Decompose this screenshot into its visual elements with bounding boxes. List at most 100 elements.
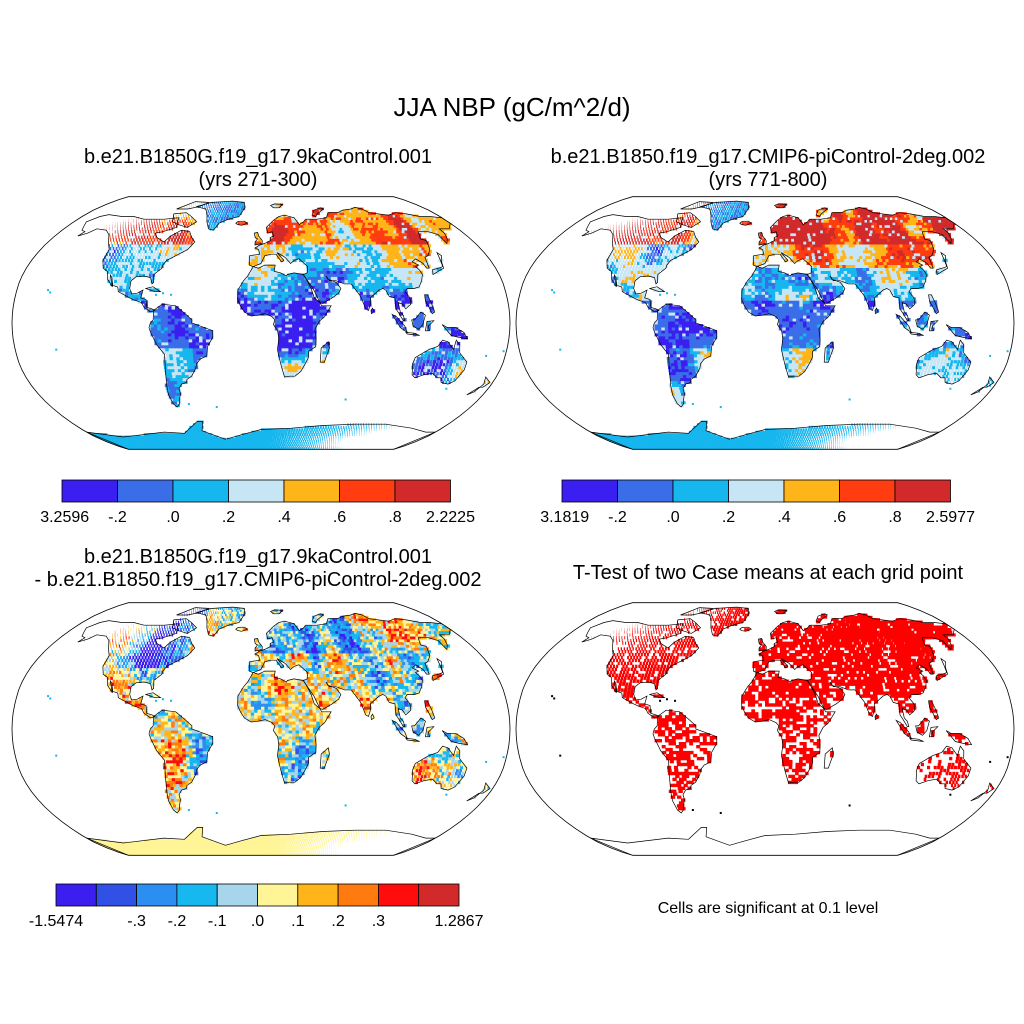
grid-cell bbox=[184, 365, 189, 370]
grid-cell bbox=[108, 258, 111, 263]
grid-cell bbox=[436, 267, 442, 271]
grid-cell bbox=[245, 437, 249, 441]
grid-cell bbox=[225, 443, 230, 447]
grid-cell bbox=[248, 261, 252, 265]
grid-cell bbox=[281, 327, 286, 331]
grid-cell bbox=[294, 230, 298, 234]
grid-cell bbox=[283, 428, 286, 432]
grid-cell bbox=[290, 371, 295, 376]
grid-cell bbox=[234, 440, 238, 443]
grid-cell bbox=[131, 232, 133, 237]
grid-cell bbox=[279, 247, 283, 251]
grid-cell bbox=[460, 368, 464, 373]
grid-cell bbox=[312, 312, 317, 316]
grid-cell bbox=[317, 448, 319, 450]
small-island bbox=[485, 354, 488, 357]
grid-cell bbox=[288, 437, 290, 441]
grid-cell bbox=[417, 241, 423, 245]
grid-cell bbox=[252, 440, 255, 443]
grid-cell bbox=[282, 252, 287, 257]
grid-cell bbox=[261, 435, 264, 439]
grid-cell bbox=[259, 448, 262, 450]
grid-cell bbox=[321, 282, 326, 286]
grid-cell bbox=[178, 214, 179, 218]
grid-cell bbox=[115, 252, 118, 257]
grid-cell bbox=[416, 321, 421, 325]
grid-cell bbox=[287, 445, 289, 448]
grid-cell bbox=[281, 219, 285, 223]
grid-cell bbox=[211, 217, 213, 220]
grid-cell bbox=[308, 241, 313, 245]
grid-cell bbox=[143, 258, 147, 263]
grid-cell bbox=[311, 285, 316, 289]
grid-cell bbox=[399, 273, 405, 277]
grid-cell bbox=[145, 230, 147, 234]
grid-cell bbox=[351, 224, 357, 228]
grid-cell bbox=[240, 207, 243, 211]
grid-cell bbox=[382, 247, 388, 251]
grid-cell bbox=[138, 235, 140, 239]
grid-cell bbox=[395, 318, 400, 322]
grid-cell bbox=[178, 327, 182, 331]
grid-cell bbox=[247, 297, 252, 301]
grid-cell bbox=[455, 365, 458, 370]
grid-cell bbox=[351, 428, 353, 432]
grid-cell bbox=[295, 291, 299, 295]
grid-cell bbox=[445, 347, 449, 352]
grid-cell bbox=[299, 330, 303, 334]
grid-cell bbox=[424, 365, 428, 370]
grid-cell bbox=[169, 374, 174, 379]
grid-cell bbox=[157, 333, 162, 337]
grid-cell bbox=[429, 306, 434, 310]
grid-cell bbox=[188, 318, 193, 322]
grid-cell bbox=[316, 238, 321, 242]
grid-cell bbox=[394, 267, 400, 271]
grid-cell bbox=[284, 238, 288, 242]
grid-cell bbox=[288, 336, 293, 340]
grid-cell bbox=[184, 241, 187, 245]
grid-cell bbox=[306, 448, 308, 450]
grid-cell bbox=[706, 447, 711, 449]
grid-cell bbox=[214, 214, 217, 218]
grid-cell bbox=[305, 333, 310, 337]
grid-cell bbox=[294, 279, 299, 283]
grid-cell bbox=[402, 270, 407, 274]
grid-cell bbox=[424, 350, 428, 355]
grid-cell bbox=[309, 300, 313, 304]
grid-cell bbox=[274, 230, 279, 234]
grid-cell bbox=[166, 219, 168, 223]
grid-cell bbox=[166, 362, 172, 367]
grid-cell bbox=[292, 430, 295, 434]
grid-cell bbox=[287, 368, 292, 373]
grid-cell bbox=[222, 214, 224, 218]
grid-cell bbox=[728, 447, 732, 449]
grid-cell bbox=[416, 324, 421, 328]
grid-cell bbox=[823, 448, 825, 450]
grid-cell bbox=[254, 306, 258, 310]
grid-cell bbox=[369, 227, 375, 231]
grid-cell bbox=[335, 235, 340, 239]
grid-cell bbox=[312, 306, 317, 310]
grid-cell bbox=[346, 241, 351, 245]
grid-cell bbox=[214, 222, 217, 226]
grid-cell bbox=[808, 448, 810, 450]
grid-cell bbox=[344, 276, 349, 280]
grid-cell bbox=[328, 433, 330, 436]
grid-cell bbox=[403, 247, 409, 251]
grid-cell bbox=[304, 255, 309, 259]
grid-cell bbox=[285, 336, 289, 340]
grid-cell bbox=[276, 219, 280, 223]
grid-cell bbox=[287, 448, 289, 450]
grid-cell bbox=[291, 341, 296, 346]
grid-cell bbox=[337, 276, 342, 280]
grid-cell bbox=[208, 205, 210, 208]
grid-cell bbox=[281, 321, 286, 325]
grid-cell bbox=[175, 371, 180, 376]
grid-cell bbox=[412, 282, 417, 286]
grid-cell bbox=[203, 201, 205, 204]
grid-cell bbox=[278, 428, 282, 432]
grid-cell bbox=[351, 279, 356, 283]
grid-cell bbox=[302, 443, 304, 447]
grid-cell bbox=[202, 339, 207, 343]
grid-cell bbox=[205, 201, 207, 204]
